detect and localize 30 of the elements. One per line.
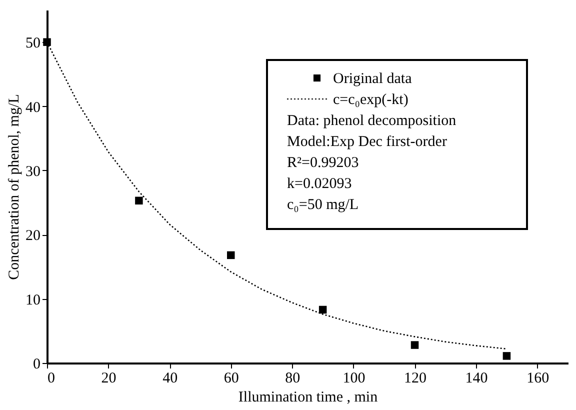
point: [318, 306, 327, 314]
annotation: Data: phenol decomposition: [287, 113, 457, 129]
point: [410, 341, 419, 349]
x-tick-label: 80: [285, 370, 300, 386]
legend-label: Original data: [333, 71, 412, 87]
x-tick-label: 160: [526, 370, 550, 386]
legend-label: c=c₀exp(-kt): [333, 92, 408, 108]
point: [502, 352, 511, 360]
x-tick-label: 140: [465, 370, 488, 386]
y-tick-label: 30: [26, 164, 40, 180]
y-tick-label: 10: [26, 292, 40, 308]
annotation: R²=0.99203: [287, 155, 359, 171]
annotation: k=0.02093: [287, 176, 352, 192]
y-axis-title: Concentration of phenol, mg/L: [6, 94, 22, 280]
point: [227, 251, 235, 260]
x-tick-label: 40: [162, 370, 178, 386]
annotation: Model:Exp Dec first-order: [287, 134, 447, 150]
y-tick-label: 50: [26, 36, 40, 52]
y-tick-label: 20: [26, 228, 40, 244]
x-tick-label: 20: [101, 370, 116, 386]
point: [43, 38, 51, 46]
x-axis-title: Illumination time , min: [238, 390, 378, 406]
x-tick-label: 0: [48, 370, 55, 386]
annotation: c₀=50 mg/L: [287, 197, 359, 213]
point: [135, 196, 143, 204]
x-tick-label: 120: [404, 370, 427, 386]
y-tick-label: 0: [33, 356, 40, 372]
x-tick-label: 60: [224, 370, 239, 386]
x-tick-label: 100: [342, 370, 366, 386]
y-tick-label: 40: [26, 100, 40, 116]
